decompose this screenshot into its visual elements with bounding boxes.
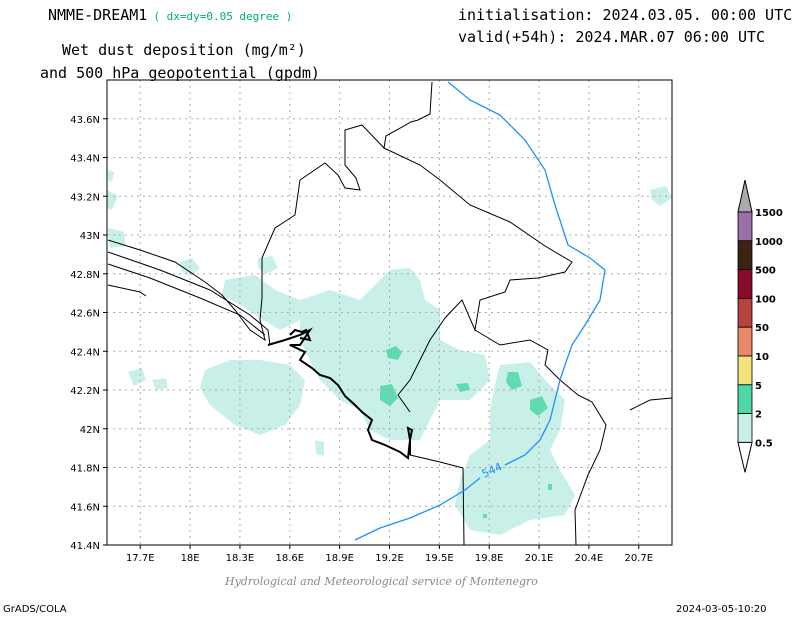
colorbar-label: 5 [755,381,762,392]
colorbar-top-arrow [737,179,753,213]
border-west-north [107,179,301,342]
lon-tick-label: 19.5E [425,553,454,564]
lon-tick-label: 20.7E [624,553,653,564]
colorbar-label: 100 [755,294,776,305]
colorbar-label: 1000 [755,237,783,248]
lat-tick-label: 41.8N [70,464,100,475]
lon-tick-label: 18.6E [275,553,304,564]
coast-croatia [107,263,266,336]
colorbar-segment [737,355,753,386]
lon-tick-label: 18E [181,553,200,564]
geopotential-contour [354,81,606,541]
border-lake [409,454,465,546]
credit-text: Hydrological and Meteorological service … [225,575,538,588]
lat-tick-label: 42.4N [70,347,100,358]
dust-area-patch8 [108,228,126,248]
contour-544-north [447,81,606,381]
dust-area-patch6 [152,378,168,390]
map-borders [107,81,673,546]
lat-tick-label: 41.6N [70,502,100,513]
dust-area-patch7 [315,440,324,456]
lat-tick-label: 42.6N [70,309,100,320]
border-north [299,81,433,191]
latitude-labels: 41.4N 41.6N 41.8N 42N 42.2N 42.4N 42.6N 42.8N 43… [70,115,100,552]
lat-tick-label: 42.8N [70,270,100,281]
colorbar-segment [737,240,753,271]
axis-ticks [103,118,640,549]
colorbar-segment [737,297,753,328]
lat-tick-label: 41.4N [70,541,100,552]
colorbar: 1500 1000 500 100 50 10 5 2 0.5 [737,179,783,473]
model-name: NMME-DREAM1 [48,6,148,24]
longitude-labels: 17.7E 18E 18.3E 18.6E 18.9E 19.2E 19.5E 19.8E 20… [126,553,653,564]
border-east-north [383,147,573,413]
lon-tick-label: 20.1E [525,553,554,564]
model-title: NMME-DREAM1 ( dx=dy=0.05 degree ) [48,6,292,24]
contour-544-south [354,477,481,541]
border-kosovo [474,329,607,546]
colorbar-bottom-arrow [737,441,753,473]
lon-tick-label: 20.4E [575,553,604,564]
colorbar-label: 500 [755,266,776,277]
valid-time: valid(+54h): 2024.MAR.07 06:00 UTC [458,28,766,46]
contour-544-south2 [504,379,561,466]
map-grid [107,80,672,546]
colorbar-label: 10 [755,352,769,363]
lat-tick-label: 43.2N [70,192,100,203]
colorbar-segment [737,413,753,443]
lat-tick-label: 43.4N [70,154,100,165]
dust-area-west [200,360,305,435]
lat-tick-label: 42.2N [70,386,100,397]
dust-area-north [222,275,300,330]
dust-area-patch2 [258,256,278,274]
lon-tick-label: 19.2E [375,553,404,564]
dust-area-patch4 [107,190,118,210]
colorbar-label: 50 [755,323,769,334]
coast-line-2 [107,284,147,297]
colorbar-label: 1500 [755,208,783,219]
colorbar-segment [737,326,753,357]
model-resolution: ( dx=dy=0.05 degree ) [153,10,293,23]
lat-tick-label: 43N [80,231,100,242]
colorbar-segment [737,384,753,414]
dust-area-patch9 [108,170,114,182]
colorbar-segment [737,211,753,242]
lon-tick-label: 17.7E [126,553,155,564]
colorbar-segment [737,269,753,299]
footer-timestamp: 2024-03-05-10:20 [676,604,767,615]
dust-core-7 [483,514,487,518]
montenegro-coastline [267,327,414,460]
dust-core-4 [506,372,522,390]
footer-software: GrADS/COLA [3,604,67,615]
lon-tick-label: 19.8E [475,553,504,564]
variable-title-line1: Wet dust deposition (mg/m²) [62,41,306,59]
border-east-edge [629,397,673,411]
initialisation-time: initialisation: 2024.03.05. 00:00 UTC [458,6,793,24]
dust-core-3 [456,383,470,392]
dust-area-patch5 [128,368,146,386]
colorbar-label: 2 [755,410,762,421]
lon-tick-label: 18.9E [325,553,354,564]
lon-tick-label: 18.3E [226,553,255,564]
lat-tick-label: 43.6N [70,115,100,126]
colorbar-label: 0.5 [755,438,773,449]
lat-tick-label: 42N [80,425,100,436]
border-coast-bosnia [107,251,271,346]
variable-title-line2: and 500 hPa geopotential (gpdm) [40,64,320,82]
dust-core-6 [548,484,552,490]
